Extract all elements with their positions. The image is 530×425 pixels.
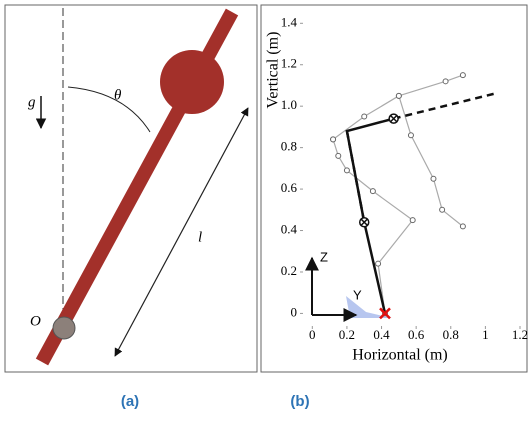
joint-marker xyxy=(358,216,370,228)
angle-arc xyxy=(67,86,151,133)
series-line xyxy=(345,130,366,223)
theta-label: θ xyxy=(114,87,122,103)
panel-a-frame xyxy=(4,4,258,373)
pivot xyxy=(52,316,76,340)
length-arrow xyxy=(114,107,249,357)
origin-label: O xyxy=(30,313,41,329)
angle-wedge xyxy=(346,296,392,318)
caption-a: (a) xyxy=(121,393,139,410)
point-marker xyxy=(330,136,337,143)
y-tick-label: 0.6 xyxy=(281,180,298,195)
x-axis-title: Horizontal (m) xyxy=(352,347,448,364)
point-marker xyxy=(459,72,466,79)
point-marker xyxy=(375,260,382,267)
point-marker xyxy=(335,152,342,159)
y-tick-label: 1.2 xyxy=(281,56,297,71)
series-line xyxy=(398,74,464,97)
point-marker xyxy=(343,167,350,174)
point-marker xyxy=(430,175,437,182)
x-tick-label: 0.8 xyxy=(443,327,459,342)
x-tick-label: 0 xyxy=(309,327,316,342)
point-marker xyxy=(439,206,446,213)
series-line xyxy=(332,139,414,314)
y-tick-label: 1.4 xyxy=(281,14,298,29)
point-marker xyxy=(442,78,449,85)
y-tick-label: 0.2 xyxy=(281,263,297,278)
x-tick-label: 0.2 xyxy=(339,327,355,342)
joint-marker xyxy=(388,113,399,124)
length-label: l xyxy=(198,229,202,245)
point-marker xyxy=(361,113,368,120)
y-tick-label: 1.0 xyxy=(281,97,297,112)
z-label: Z xyxy=(320,249,328,264)
series-line xyxy=(345,117,394,314)
point-marker xyxy=(459,223,466,230)
y-label: Y xyxy=(353,287,362,302)
mass xyxy=(160,50,224,114)
y-tick-label: 0.4 xyxy=(281,222,298,237)
gravity-label: g xyxy=(28,94,36,110)
y-axis-title: Vertical (m) xyxy=(265,32,282,109)
series-line xyxy=(393,92,495,120)
point-marker xyxy=(407,132,414,139)
caption-b: (b) xyxy=(290,393,309,410)
point-marker xyxy=(369,188,376,195)
y-tick-label: 0 xyxy=(291,304,298,319)
y-tick-label: 0.8 xyxy=(281,139,297,154)
x-tick-label: 1 xyxy=(482,327,489,342)
panel-b-frame xyxy=(260,4,528,373)
contact-marker xyxy=(379,307,391,320)
point-marker xyxy=(395,92,402,99)
x-tick-label: 0.4 xyxy=(373,327,390,342)
x-tick-label: 1.2 xyxy=(512,327,528,342)
x-tick-label: 0.6 xyxy=(408,327,425,342)
point-marker xyxy=(409,217,416,224)
